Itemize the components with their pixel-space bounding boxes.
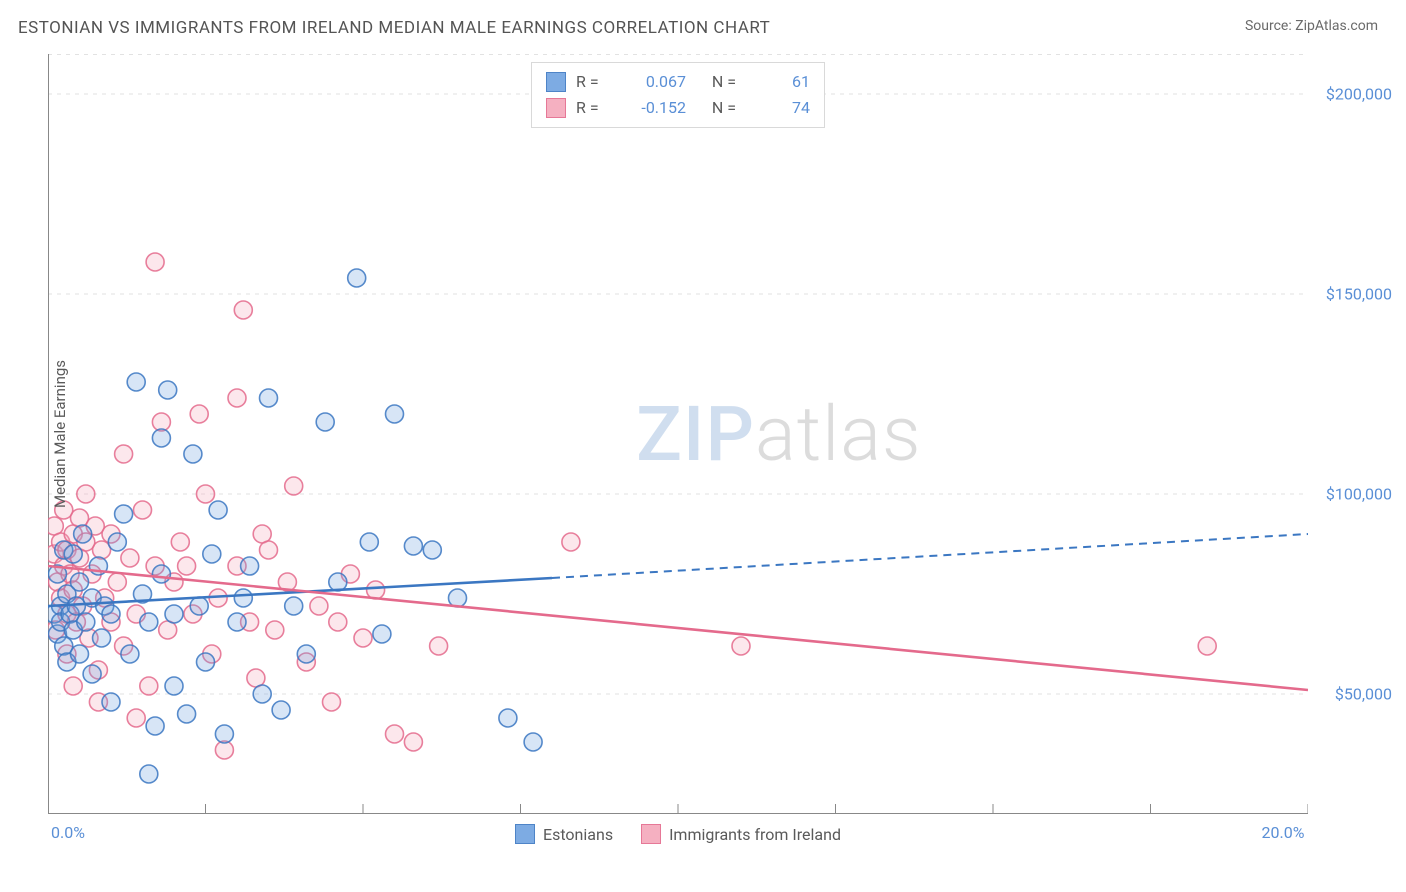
r-value-pink: -0.152	[622, 95, 686, 121]
series-legend: Estonians Immigrants from Ireland	[515, 824, 841, 844]
n-label: N =	[696, 95, 736, 121]
swatch-pink	[546, 98, 566, 118]
legend-item-blue: Estonians	[515, 824, 613, 844]
n-value-pink: 74	[746, 95, 810, 121]
legend-label-blue: Estonians	[543, 825, 613, 844]
swatch-pink-small	[641, 824, 661, 844]
swatch-blue-small	[515, 824, 535, 844]
x-tick-label: 20.0%	[1262, 823, 1305, 842]
n-value-blue: 61	[746, 69, 810, 95]
legend-label-pink: Immigrants from Ireland	[669, 825, 841, 844]
r-label: R =	[576, 95, 612, 121]
plot-area: Median Male Earnings ZIPatlas R = 0.067 …	[48, 54, 1308, 814]
y-tick-label: $150,000	[1326, 285, 1392, 304]
y-tick-label: $50,000	[1335, 685, 1392, 704]
scatter-svg	[48, 54, 1308, 814]
stats-row-pink: R = -0.152 N = 74	[546, 95, 810, 121]
stats-row-blue: R = 0.067 N = 61	[546, 69, 810, 95]
x-tick-label: 0.0%	[51, 823, 85, 842]
n-label: N =	[696, 69, 736, 95]
swatch-blue	[546, 72, 566, 92]
stats-legend: R = 0.067 N = 61 R = -0.152 N = 74	[531, 62, 825, 128]
y-tick-label: $100,000	[1326, 485, 1392, 504]
legend-item-pink: Immigrants from Ireland	[641, 824, 841, 844]
source-label: Source: ZipAtlas.com	[1245, 18, 1378, 34]
r-value-blue: 0.067	[622, 69, 686, 95]
chart-title: ESTONIAN VS IMMIGRANTS FROM IRELAND MEDI…	[18, 18, 770, 38]
y-axis-label: Median Male Earnings	[51, 360, 69, 508]
y-tick-label: $200,000	[1326, 85, 1392, 104]
r-label: R =	[576, 69, 612, 95]
